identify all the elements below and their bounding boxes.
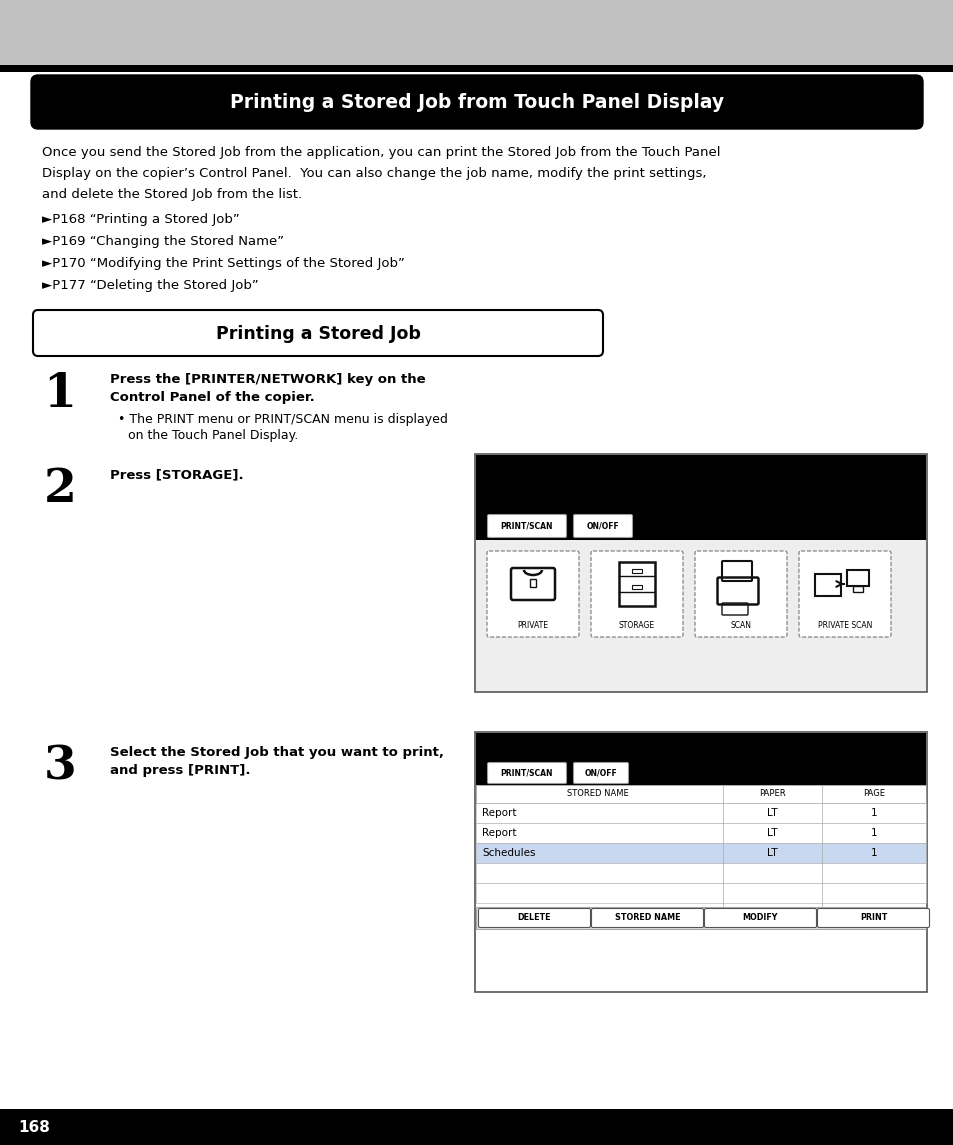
FancyBboxPatch shape — [817, 908, 928, 927]
Bar — [852, 586, 862, 592]
Text: STORAGE: STORAGE — [618, 621, 655, 630]
Text: PRINT/SCAN: PRINT/SCAN — [500, 521, 553, 530]
FancyBboxPatch shape — [30, 76, 923, 129]
Bar — [476, 823, 925, 843]
Text: PRIVATE: PRIVATE — [517, 621, 548, 630]
FancyBboxPatch shape — [695, 551, 786, 637]
Text: Select the Stored Job that you want to print,: Select the Stored Job that you want to p… — [110, 747, 443, 759]
Text: ON/OFF: ON/OFF — [584, 768, 617, 777]
Text: ►P170 “Modifying the Print Settings of the Stored Job”: ►P170 “Modifying the Print Settings of t… — [42, 256, 404, 270]
FancyBboxPatch shape — [486, 551, 578, 637]
FancyBboxPatch shape — [487, 763, 566, 783]
Text: 3: 3 — [44, 744, 76, 790]
Bar — [475, 455, 926, 692]
Text: Printing a Stored Job from Touch Panel Display: Printing a Stored Job from Touch Panel D… — [230, 94, 723, 112]
Text: ►P177 “Deleting the Stored Job”: ►P177 “Deleting the Stored Job” — [42, 279, 258, 292]
Bar — [631, 569, 641, 572]
Text: 2: 2 — [44, 466, 76, 512]
Bar — [846, 570, 868, 586]
Text: Schedules: Schedules — [481, 848, 535, 858]
Text: 1: 1 — [870, 848, 877, 858]
Text: 1: 1 — [870, 808, 877, 818]
Text: ►P169 “Changing the Stored Name”: ►P169 “Changing the Stored Name” — [42, 235, 284, 248]
Bar — [475, 732, 926, 992]
Bar — [0, 65, 953, 72]
Bar — [0, 1110, 953, 1145]
Bar — [814, 574, 841, 597]
Text: Report: Report — [481, 828, 516, 838]
Text: on the Touch Panel Display.: on the Touch Panel Display. — [128, 429, 298, 442]
FancyBboxPatch shape — [591, 908, 702, 927]
FancyBboxPatch shape — [590, 551, 682, 637]
Bar — [476, 455, 925, 540]
Bar — [476, 803, 925, 823]
Text: PAPER: PAPER — [758, 790, 784, 798]
Text: STORED NAME: STORED NAME — [614, 914, 679, 923]
Text: Press [STORAGE].: Press [STORAGE]. — [110, 468, 243, 481]
Text: Printing a Stored Job: Printing a Stored Job — [215, 325, 420, 343]
Text: PAGE: PAGE — [862, 790, 884, 798]
Text: Control Panel of the copier.: Control Panel of the copier. — [110, 390, 314, 404]
Bar — [476, 883, 925, 903]
Text: LT: LT — [766, 828, 777, 838]
FancyBboxPatch shape — [478, 908, 590, 927]
FancyBboxPatch shape — [573, 763, 628, 783]
Text: 1: 1 — [870, 828, 877, 838]
Text: ►P168 “Printing a Stored Job”: ►P168 “Printing a Stored Job” — [42, 213, 239, 226]
FancyBboxPatch shape — [703, 908, 816, 927]
Text: DELETE: DELETE — [517, 914, 551, 923]
Text: Once you send the Stored Job from the application, you can print the Stored Job : Once you send the Stored Job from the ap… — [42, 147, 720, 159]
Text: PRINT/SCAN: PRINT/SCAN — [500, 768, 553, 777]
FancyBboxPatch shape — [487, 514, 566, 537]
Text: and press [PRINT].: and press [PRINT]. — [110, 764, 251, 777]
Text: LT: LT — [766, 848, 777, 858]
Text: • The PRINT menu or PRINT/SCAN menu is displayed: • The PRINT menu or PRINT/SCAN menu is d… — [118, 413, 447, 426]
Bar — [476, 843, 925, 863]
Text: SCAN: SCAN — [730, 621, 751, 630]
Text: LT: LT — [766, 808, 777, 818]
Bar — [631, 585, 641, 589]
Text: ON/OFF: ON/OFF — [586, 521, 618, 530]
Text: Display on the copier’s Control Panel.  You can also change the job name, modify: Display on the copier’s Control Panel. Y… — [42, 167, 706, 180]
Bar — [476, 540, 925, 690]
Bar — [476, 785, 925, 803]
Text: MODIFY: MODIFY — [742, 914, 778, 923]
FancyBboxPatch shape — [33, 310, 602, 356]
Text: 1: 1 — [44, 371, 76, 417]
Text: Press the [PRINTER/NETWORK] key on the: Press the [PRINTER/NETWORK] key on the — [110, 373, 425, 386]
Bar — [530, 579, 536, 587]
Text: PRINT: PRINT — [859, 914, 886, 923]
Text: Report: Report — [481, 808, 516, 818]
Text: and delete the Stored Job from the list.: and delete the Stored Job from the list. — [42, 188, 302, 202]
Text: 168: 168 — [18, 1120, 50, 1135]
Bar — [0, 0, 953, 65]
FancyBboxPatch shape — [799, 551, 890, 637]
Text: STORED NAME: STORED NAME — [566, 790, 628, 798]
FancyBboxPatch shape — [573, 514, 632, 537]
Bar — [476, 907, 925, 929]
Bar — [618, 562, 655, 606]
Bar — [476, 733, 925, 785]
Text: PRIVATE SCAN: PRIVATE SCAN — [817, 621, 871, 630]
Bar — [476, 863, 925, 883]
